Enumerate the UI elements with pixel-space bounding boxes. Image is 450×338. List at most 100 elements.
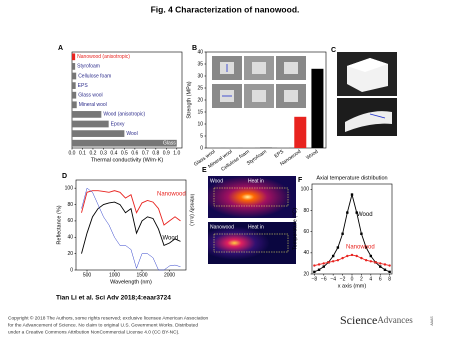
point: [388, 270, 391, 274]
point: [313, 270, 316, 274]
plot-frame: [311, 183, 393, 275]
x-axis-label: Thermal conductivity (W/m·K): [91, 157, 164, 163]
point: [355, 254, 358, 258]
point: [350, 193, 354, 196]
point: [336, 246, 340, 249]
panel-label: C: [331, 47, 336, 54]
y-tick-label: 5: [200, 133, 203, 139]
y-tick-label: 60: [67, 218, 73, 224]
series-label: Wood: [357, 212, 373, 218]
point: [346, 254, 349, 258]
y-tick-label: 35: [197, 61, 203, 67]
point: [364, 246, 368, 249]
panel-label: A: [58, 45, 63, 52]
x-tick-label: Wood: [305, 149, 319, 161]
x-axis-label: x axis (mm): [338, 283, 367, 289]
image-label: Heat in: [248, 178, 264, 184]
x-tick-label: 2: [360, 276, 363, 282]
y-tick-label: 40: [197, 49, 203, 55]
y-tick-label: 15: [197, 109, 203, 115]
point: [369, 260, 373, 263]
x-tick-label: 0.0: [69, 150, 76, 156]
bar: [294, 116, 307, 148]
bar: [72, 91, 77, 99]
bar-label: Wool: [126, 131, 137, 137]
x-tick-label: EPS: [273, 148, 285, 159]
x-tick-label: −8: [312, 276, 318, 282]
x-tick-label: 0.5: [121, 150, 128, 156]
bar: [72, 82, 76, 89]
point: [360, 232, 363, 235]
x-tick-label: 1500: [136, 272, 147, 278]
y-axis-label: Temperature (°C): [292, 208, 298, 250]
point: [374, 261, 377, 264]
y-tick-label: 20: [197, 97, 203, 103]
point: [317, 263, 321, 266]
y-tick-label: 25: [197, 85, 203, 91]
x-tick-label: 0.1: [79, 150, 86, 156]
bar: [311, 68, 324, 148]
x-axis-label: Wavelength (nm): [110, 279, 152, 285]
x-tick-label: −4: [330, 276, 336, 282]
chart-title: Axial temperature distribution: [316, 175, 387, 181]
bar: [72, 53, 76, 61]
point: [360, 256, 363, 260]
y-tick-label: 40: [67, 235, 73, 241]
image-label: Nanowood: [210, 224, 234, 230]
bar: [72, 120, 109, 128]
y-tick-label: 40: [303, 250, 309, 256]
x-tick-label: 4: [369, 276, 372, 282]
x-tick-label: 1000: [109, 272, 120, 278]
point: [346, 211, 349, 214]
series-line: [81, 190, 181, 226]
logo-word: Science: [340, 313, 377, 327]
bar-label: Mineral wool: [79, 102, 107, 108]
y-tick-label: 100: [301, 187, 310, 193]
x-tick-label: 0: [351, 276, 354, 282]
x-tick-label: 0.7: [142, 150, 149, 156]
panel-label: E: [202, 167, 207, 174]
y-axis-label: Reflectance (%): [56, 205, 62, 244]
citation: Tian Li et al. Sci Adv 2018;4:eaar3724: [56, 295, 171, 302]
y-tick-label: 80: [67, 202, 73, 208]
series-line: [314, 192, 390, 273]
copyright: Copyright © 2018 The Authors, some right…: [8, 314, 209, 321]
y-tick-label: 100: [65, 186, 74, 192]
panel-label: F: [298, 177, 303, 184]
point: [388, 264, 391, 267]
point: [341, 256, 344, 260]
series-label: Nanowood: [346, 245, 375, 251]
logo: ScienceAdvances: [340, 313, 413, 327]
point: [355, 211, 358, 214]
point: [322, 262, 325, 265]
point: [369, 254, 373, 258]
point: [383, 263, 387, 266]
point: [317, 268, 321, 271]
logo-word: Advances: [377, 315, 413, 325]
plot-frame: [75, 179, 187, 271]
x-tick-label: 0.6: [131, 150, 138, 156]
series-line: [314, 254, 390, 266]
bar-label: Wood (anisotropic): [103, 112, 145, 118]
series-label: Nanowood: [157, 192, 186, 198]
panel-c-photos: [337, 52, 397, 136]
point: [383, 268, 387, 271]
point: [327, 261, 330, 264]
point: [336, 259, 340, 262]
panel-e-images: [208, 176, 296, 264]
bar-label: Styrofoam: [77, 64, 100, 70]
strength-insets: [212, 56, 306, 108]
point: [350, 253, 354, 257]
y-tick-label: 20: [67, 251, 73, 257]
series-label: Wood: [163, 236, 179, 242]
point: [364, 259, 368, 262]
x-tick-label: 0.3: [100, 150, 107, 156]
point: [331, 254, 335, 258]
bar-label: Epoxy: [111, 121, 125, 127]
series-line: [81, 187, 181, 271]
x-tick-label: 500: [83, 272, 92, 278]
x-tick-label: 0.8: [152, 150, 159, 156]
bar: [260, 147, 272, 148]
x-tick-label: −2: [340, 276, 346, 282]
